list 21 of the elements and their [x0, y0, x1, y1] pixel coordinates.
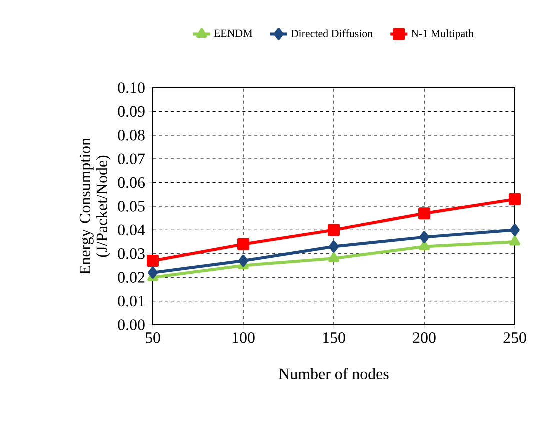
y-tick-label: 0.05: [118, 201, 145, 212]
y-tick-label: 0.08: [118, 130, 145, 141]
legend-label: Directed Diffusion: [291, 30, 373, 38]
x-tick-label: 100: [232, 332, 255, 344]
y-tick-label: 0.10: [118, 82, 145, 94]
legend-label: N-1 Multipath: [411, 30, 474, 40]
x-tick-label: 200: [413, 332, 436, 344]
x-tick-label: 250: [504, 332, 526, 344]
y-axis-title: Energy Consumption (J/Packet/Node): [80, 138, 111, 275]
y-tick-label: 0.03: [118, 248, 145, 260]
y-tick-label: 0.02: [118, 272, 145, 284]
x-tick-label: 150: [323, 332, 346, 344]
x-tick-label: 50: [146, 332, 160, 344]
y-tick-label: 0.01: [118, 296, 145, 307]
y-tick-label: 0.04: [118, 224, 146, 236]
x-axis-title: Number of nodes: [279, 368, 389, 380]
y-tick-label: 0.07: [118, 154, 146, 165]
legend-label: EENDM: [214, 30, 253, 38]
y-tick-label: 0.09: [118, 106, 145, 118]
y-tick-label: 0.06: [118, 177, 146, 188]
y-tick-label: 0.00: [118, 320, 145, 330]
